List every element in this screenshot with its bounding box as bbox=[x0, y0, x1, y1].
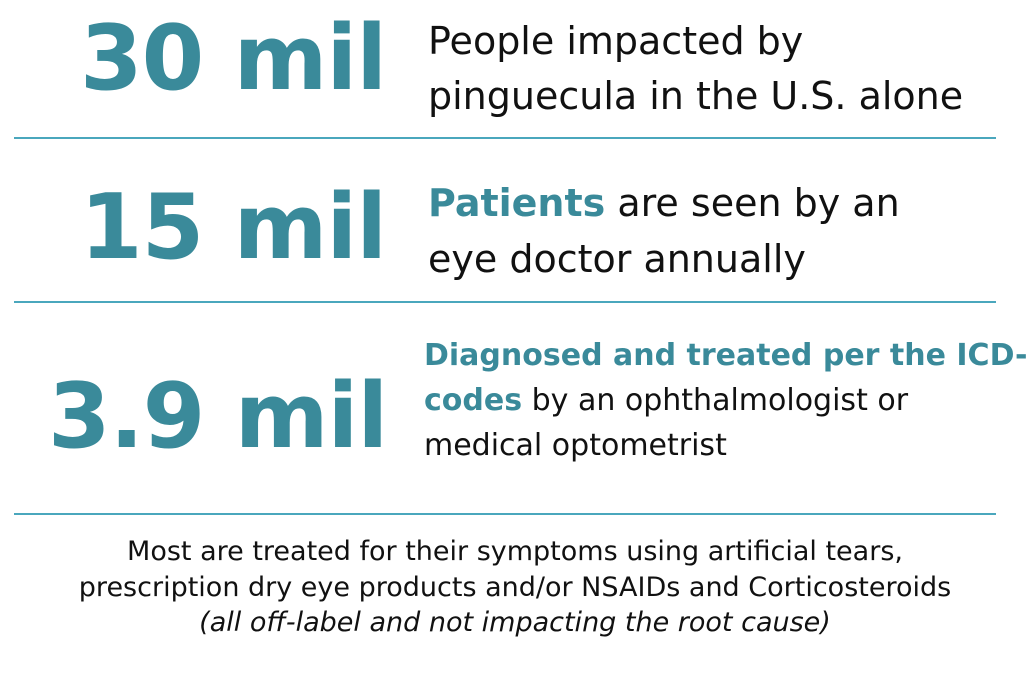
divider-3 bbox=[14, 513, 996, 515]
footer-note: Most are treated for their symptoms usin… bbox=[0, 534, 1030, 641]
stat3-line2-rest: by an ophthalmologist or bbox=[522, 383, 909, 418]
stat2-line2: eye doctor annually bbox=[428, 237, 806, 281]
stat-value-3-9mil: 3.9 mil bbox=[48, 364, 388, 469]
stat3-line3: medical optometrist bbox=[424, 428, 727, 463]
stat-description-2: Patients are seen by an eye doctor annua… bbox=[428, 175, 900, 287]
stat2-line1-rest: are seen by an bbox=[605, 181, 900, 225]
divider-2 bbox=[14, 301, 996, 303]
stat3-highlight-line2: codes bbox=[424, 383, 523, 418]
stat1-line1: People impacted by bbox=[428, 19, 804, 63]
stat-value-30mil: 30 mil bbox=[80, 6, 387, 111]
footer-line3: (all off-label and not impacting the roo… bbox=[199, 607, 831, 639]
stat2-line1: Patients are seen by an bbox=[428, 175, 900, 231]
stat3-highlight-line1: Diagnosed and treated per the ICD-10 bbox=[424, 338, 1030, 373]
stat-value-15mil: 15 mil bbox=[80, 175, 387, 280]
stat-description-3: Diagnosed and treated per the ICD-10 cod… bbox=[424, 333, 1030, 468]
divider-1 bbox=[14, 137, 996, 139]
stat-description-1: People impacted by pinguecula in the U.S… bbox=[428, 14, 963, 124]
stat1-line2: pinguecula in the U.S. alone bbox=[428, 74, 964, 118]
footer-line1: Most are treated for their symptoms usin… bbox=[127, 536, 903, 567]
stat2-highlight: Patients bbox=[428, 181, 606, 225]
stat3-line2: codes by an ophthalmologist or bbox=[424, 378, 1030, 423]
footer-line2: prescription dry eye products and/or NSA… bbox=[78, 571, 952, 603]
